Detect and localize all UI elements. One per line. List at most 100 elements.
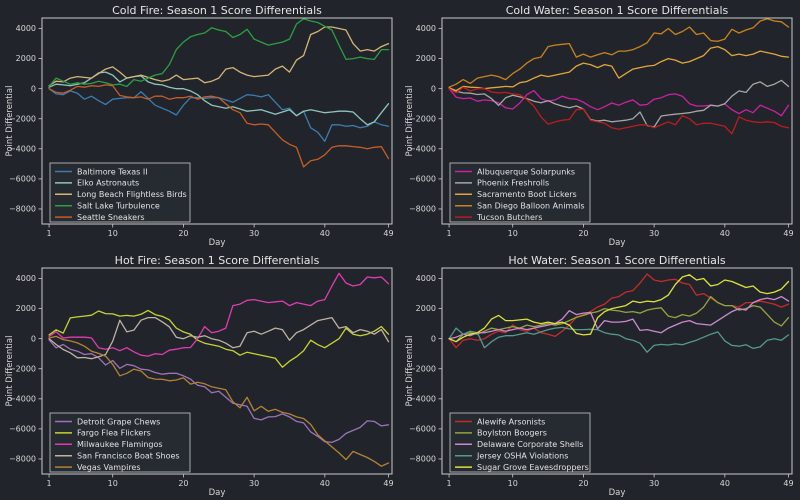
series-line (448, 295, 790, 340)
x-tick-label: 1 (47, 479, 52, 488)
y-tick-label: 2000 (416, 304, 436, 313)
x-tick-label: 30 (649, 479, 659, 488)
x-axis-label: Day (608, 488, 626, 498)
chart-cold-fire: Cold Fire: Season 1 Score Differentials … (0, 0, 400, 250)
x-tick-label: 1 (47, 229, 52, 238)
legend-label: Tucson Butchers (476, 213, 542, 222)
x-tick-label: 10 (108, 479, 118, 488)
y-tick-label: −2000 (9, 114, 36, 123)
y-tick-label: 4000 (16, 24, 36, 33)
series-line (448, 326, 790, 353)
legend-label: Long Beach Flightless Birds (77, 190, 187, 199)
series-line (48, 272, 390, 357)
y-tick-label: −8000 (409, 205, 436, 214)
y-tick-label: −8000 (9, 205, 36, 214)
plot-area: 4000 2000 0 −2000 −4000 −6000 −8000 1 10 20 30 40 49… (9, 17, 394, 238)
plot-area: 4000 2000 0 −2000 −4000 −6000 −8000 1 10 20 30 40 49… (9, 267, 394, 488)
x-tick-label: 10 (108, 229, 118, 238)
x-axis-label: Day (208, 488, 226, 498)
y-tick-label: −2000 (409, 364, 436, 373)
y-tick-label: −6000 (409, 424, 436, 433)
y-tick-label: −8000 (409, 455, 436, 464)
x-axis-label: Day (608, 238, 626, 248)
y-tick-label: 2000 (16, 54, 36, 63)
legend-label: Vegas Vampires (77, 463, 141, 472)
x-tick-label: 40 (320, 229, 330, 238)
legend-label: Baltimore Texas II (77, 167, 148, 176)
series-line (48, 316, 390, 360)
y-tick-label: −6000 (9, 424, 36, 433)
legend-label: Milwaukee Flamingos (77, 440, 163, 449)
series-line (448, 45, 790, 92)
x-tick-label: 49 (783, 229, 793, 238)
chart-title: Cold Water: Season 1 Score Differentials (505, 4, 729, 17)
y-tick-label: −4000 (409, 144, 436, 153)
y-tick-label: 2000 (16, 304, 36, 313)
y-tick-label: −2000 (9, 364, 36, 373)
legend-label: Sacramento Boot Lickers (477, 190, 577, 199)
series-line (448, 295, 790, 343)
x-tick-label: 30 (249, 479, 259, 488)
legend: Detroit Grape Chews Fargo Flea Flickers Mi… (49, 412, 191, 473)
plot-area: 4000 2000 0 −2000 −4000 −6000 −8000 1 10 20 30 40 49… (409, 267, 794, 488)
series-line (448, 86, 790, 135)
x-tick-label: 10 (508, 479, 518, 488)
series-line (48, 339, 390, 444)
series-line (448, 274, 790, 343)
x-tick-label: 40 (720, 229, 730, 238)
legend-label: Phoenix Freshrolls (477, 179, 549, 188)
x-tick-label: 49 (383, 479, 393, 488)
chart-title: Cold Fire: Season 1 Score Differentials (112, 4, 322, 17)
x-tick-label: 1 (447, 229, 452, 238)
x-tick-label: 49 (783, 479, 793, 488)
y-tick-label: 4000 (416, 274, 436, 283)
series-line (448, 18, 790, 88)
x-tick-label: 40 (720, 479, 730, 488)
legend-label: Fargo Flea Flickers (77, 429, 151, 438)
y-tick-label: −4000 (9, 394, 36, 403)
y-tick-label: −8000 (9, 455, 36, 464)
legend-label: Alewife Arsonists (477, 417, 545, 426)
legend-label: Seattle Sneakers (77, 213, 145, 222)
series-line (48, 26, 390, 87)
series-line (48, 335, 390, 467)
y-tick-label: 4000 (416, 24, 436, 33)
y-tick-label: 4000 (16, 274, 36, 283)
legend-label: Salt Lake Turbulence (77, 202, 160, 211)
legend: Albuquerque Solarpunks Phoenix Freshrolls… (449, 162, 591, 223)
series-line (48, 88, 390, 142)
legend-label: Elko Astronauts (77, 179, 139, 188)
legend-label: San Francisco Boat Shoes (77, 452, 180, 461)
legend: Alewife Arsonists Boylston Boogers Delawar… (449, 412, 591, 473)
series-line (448, 79, 790, 128)
legend-label: San Diego Balloon Animals (477, 202, 585, 211)
y-tick-label: −2000 (409, 114, 436, 123)
x-tick-label: 49 (383, 229, 393, 238)
plot-area: 4000 2000 0 −2000 −4000 −6000 −8000 1 10 20 30 40 49… (409, 17, 794, 238)
legend-label: Boylston Boogers (477, 429, 547, 438)
chart-title: Hot Water: Season 1 Score Differentials (508, 254, 726, 267)
chart-hot-water: Hot Water: Season 1 Score Differentials … (400, 250, 800, 500)
chart-hot-fire: Hot Fire: Season 1 Score Differentials P… (0, 250, 400, 500)
y-tick-label: 2000 (416, 54, 436, 63)
series-line (448, 88, 790, 117)
legend-label: Jersey OSHA Violations (476, 452, 568, 461)
x-tick-label: 20 (578, 229, 588, 238)
legend-label: Albuquerque Solarpunks (477, 167, 575, 176)
series-line (48, 309, 390, 368)
legend: Baltimore Texas II Elko Astronauts Long Be… (49, 162, 191, 223)
y-tick-label: 0 (31, 84, 36, 93)
series-line (48, 18, 390, 88)
y-tick-label: −6000 (9, 174, 36, 183)
legend-label: Delaware Corporate Shells (477, 440, 583, 449)
x-tick-label: 30 (249, 229, 259, 238)
chart-title: Hot Fire: Season 1 Score Differentials (114, 254, 320, 267)
x-tick-label: 20 (178, 479, 188, 488)
y-tick-label: 0 (31, 334, 36, 343)
series-line (48, 71, 390, 126)
y-tick-label: −4000 (409, 394, 436, 403)
legend-label: Detroit Grape Chews (77, 417, 160, 426)
chart-cold-water: Cold Water: Season 1 Score Differentials… (400, 0, 800, 250)
x-tick-label: 20 (178, 229, 188, 238)
x-tick-label: 20 (578, 479, 588, 488)
